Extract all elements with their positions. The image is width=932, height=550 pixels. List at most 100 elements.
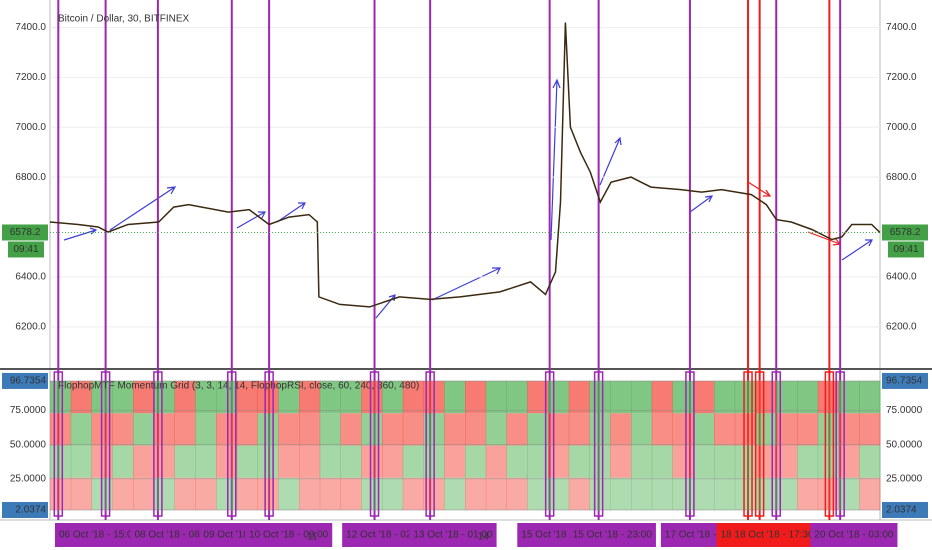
grid-cell [257,477,279,511]
countdown-label: 09:41 [893,244,918,255]
grid-cell [402,380,424,414]
x-tick-label: 08 Oct '18 - 08:30 [135,530,215,541]
grid-cell [70,477,92,511]
signal-box [824,371,835,517]
grid-cell [299,380,321,414]
grid-cell [714,380,736,414]
grid-cell [112,445,134,478]
countdown-label: 09:41 [13,244,38,255]
grid-cell [755,445,777,478]
grid-cell [153,413,175,446]
grid-cell [402,413,424,446]
grid-cell [506,477,528,511]
grid-cell [859,413,881,446]
grid-cell [133,413,155,446]
grid-cell [527,445,549,478]
y-tick-box [2,372,48,389]
grid-cell [693,477,715,511]
grid-cell [278,413,300,446]
y-tick-label: 7400.0 [15,22,46,33]
indicator-title: FlophopMTF Momentum Grid (3, 3, 14, 14, … [58,381,419,392]
grid-cell [444,413,466,446]
grid-cell [672,477,694,511]
grid-cell [112,380,134,414]
y-tick-label: 96.7354 [10,376,47,387]
grid-cell [361,380,383,414]
x-tick-label: 11 [307,532,318,543]
grid-cell [776,445,798,478]
grid-cell [444,380,466,414]
grid-cell [278,380,300,414]
grid-cell [174,380,196,414]
signal-box [100,371,111,517]
grid-cell [133,380,155,414]
grid-cell [797,477,819,511]
signal-box [369,371,380,517]
grid-cell [485,477,507,511]
arrow [276,202,306,223]
grid-cell [319,380,341,414]
arrow [550,78,561,241]
grid-cell [216,380,238,414]
grid-cell [838,445,860,478]
grid-cell [859,477,881,511]
y-tick-box [882,372,928,389]
grid-cell [299,445,321,478]
grid-cell [610,445,632,478]
y-tick-label: 6200.0 [886,321,917,332]
grid-cell [651,445,673,478]
grid-cell [382,380,404,414]
grid-cell [153,380,175,414]
grid-cell [257,445,279,478]
grid-cell [714,413,736,446]
grid-cell [153,477,175,511]
grid-cell [714,445,736,478]
signal-box [53,371,64,517]
x-tick-label: 12 Oct '18 - 02: [346,530,414,541]
grid-cell [465,413,487,446]
x-tick-label: 14 [478,532,490,543]
grid-cell [797,413,819,446]
signal-box [743,371,753,517]
grid-cell [485,380,507,414]
grid-cell [299,477,321,511]
grid-cell [568,380,590,414]
y-tick-label: 7400.0 [886,22,917,33]
y-tick-label: 25.0000 [10,473,47,484]
x-tick-label: 13 Oct '18 - 01:00 [413,530,493,541]
grid-cell [133,445,155,478]
signal-box [544,371,555,517]
grid-cell [70,413,92,446]
arrow [841,239,873,261]
y-tick-label: 50.0000 [10,439,47,450]
grid-cell [527,380,549,414]
grid-cell [589,413,611,446]
price-tag-label: 6578.2 [890,227,921,238]
grid-cell [776,477,798,511]
y-tick-label: 2.0374 [886,505,917,516]
grid-cell [340,380,362,414]
grid-cell [734,413,756,446]
grid-cell [568,477,590,511]
grid-cell [610,413,632,446]
grid-cell [734,477,756,511]
grid-cell [589,477,611,511]
y-tick-label: 75.0000 [10,405,47,416]
grid-cell [465,380,487,414]
x-tick-box [245,523,333,547]
grid-cell [693,445,715,478]
grid-cell [216,445,238,478]
grid-cell [174,477,196,511]
grid-cell [402,445,424,478]
y-tick-box [882,502,928,519]
grid-cell [112,477,134,511]
signal-box [771,371,781,517]
grid-cell [236,380,258,414]
grid-cell [672,380,694,414]
grid-cell [485,413,507,446]
grid-cell [195,445,217,478]
grid-cell [548,413,570,446]
y-tick-label: 7200.0 [15,72,46,83]
grid-cell [568,413,590,446]
grid-cell [340,445,362,478]
